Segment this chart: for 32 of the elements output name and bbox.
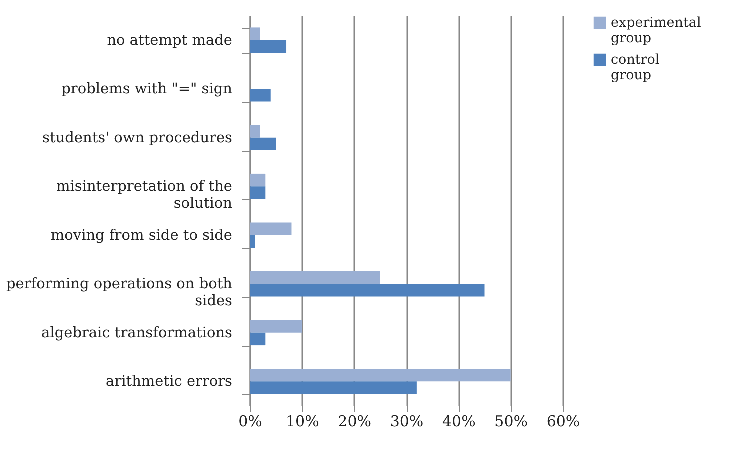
bar (250, 174, 266, 187)
bar (250, 320, 302, 333)
y-tick-label: arithmetic errors (106, 374, 232, 390)
x-tick-label: 50% (494, 412, 528, 430)
y-tick-label: no attempt made (107, 32, 232, 49)
bar (250, 284, 485, 297)
legend-label: experimental group (611, 15, 702, 46)
x-tick-label: 10% (286, 412, 320, 430)
legend-label: control group (611, 52, 660, 84)
bar (250, 89, 271, 102)
bar (250, 186, 266, 200)
bar (250, 28, 260, 40)
x-tick-label: 60% (546, 412, 580, 430)
bar (250, 271, 380, 284)
x-tick-label: 40% (442, 412, 476, 430)
bar (250, 368, 511, 382)
y-tick-label: performing operations on both sides (6, 276, 232, 310)
y-tick-label: misinterpretation of the solution (56, 179, 232, 212)
y-tick-label: moving from side to side (50, 228, 232, 244)
bar (250, 382, 417, 394)
x-tick-label: 30% (390, 412, 424, 430)
x-tick-label: 20% (338, 412, 372, 430)
y-tick-label: algebraic transformations (42, 325, 232, 342)
bar (250, 40, 287, 54)
y-tick-label: students' own procedures (42, 130, 232, 146)
bar (250, 125, 260, 138)
bar (250, 235, 256, 248)
y-tick-label: problems with "=" sign (62, 82, 232, 98)
x-tick-label: 0% (238, 412, 262, 430)
bar (250, 222, 292, 236)
bar (250, 138, 276, 151)
bar (250, 332, 266, 346)
